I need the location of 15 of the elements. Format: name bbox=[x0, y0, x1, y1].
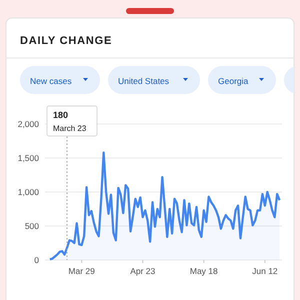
x-tick-label: Apr 23 bbox=[130, 266, 156, 276]
x-tick-label: Jun 12 bbox=[252, 266, 278, 276]
dropdown-chip: United States bbox=[108, 66, 200, 94]
y-tick-label: 1,000 bbox=[18, 187, 40, 197]
text: 180 bbox=[52, 110, 68, 120]
x-tick-label: Mar 29 bbox=[68, 266, 96, 276]
x-tick-label: May 18 bbox=[190, 266, 218, 276]
annotation: March 23 bbox=[52, 124, 87, 133]
y-tick-label: 1,500 bbox=[18, 153, 40, 163]
dropdown-chip: New cases bbox=[20, 66, 100, 94]
chart-title: DAILY CHANGE bbox=[20, 35, 112, 47]
y-tick-label: 0 bbox=[34, 255, 40, 265]
y-tick-label: 500 bbox=[24, 221, 40, 231]
dropdown-chip: Georgia bbox=[208, 66, 276, 94]
y-tick-label: 2,000 bbox=[18, 119, 40, 129]
